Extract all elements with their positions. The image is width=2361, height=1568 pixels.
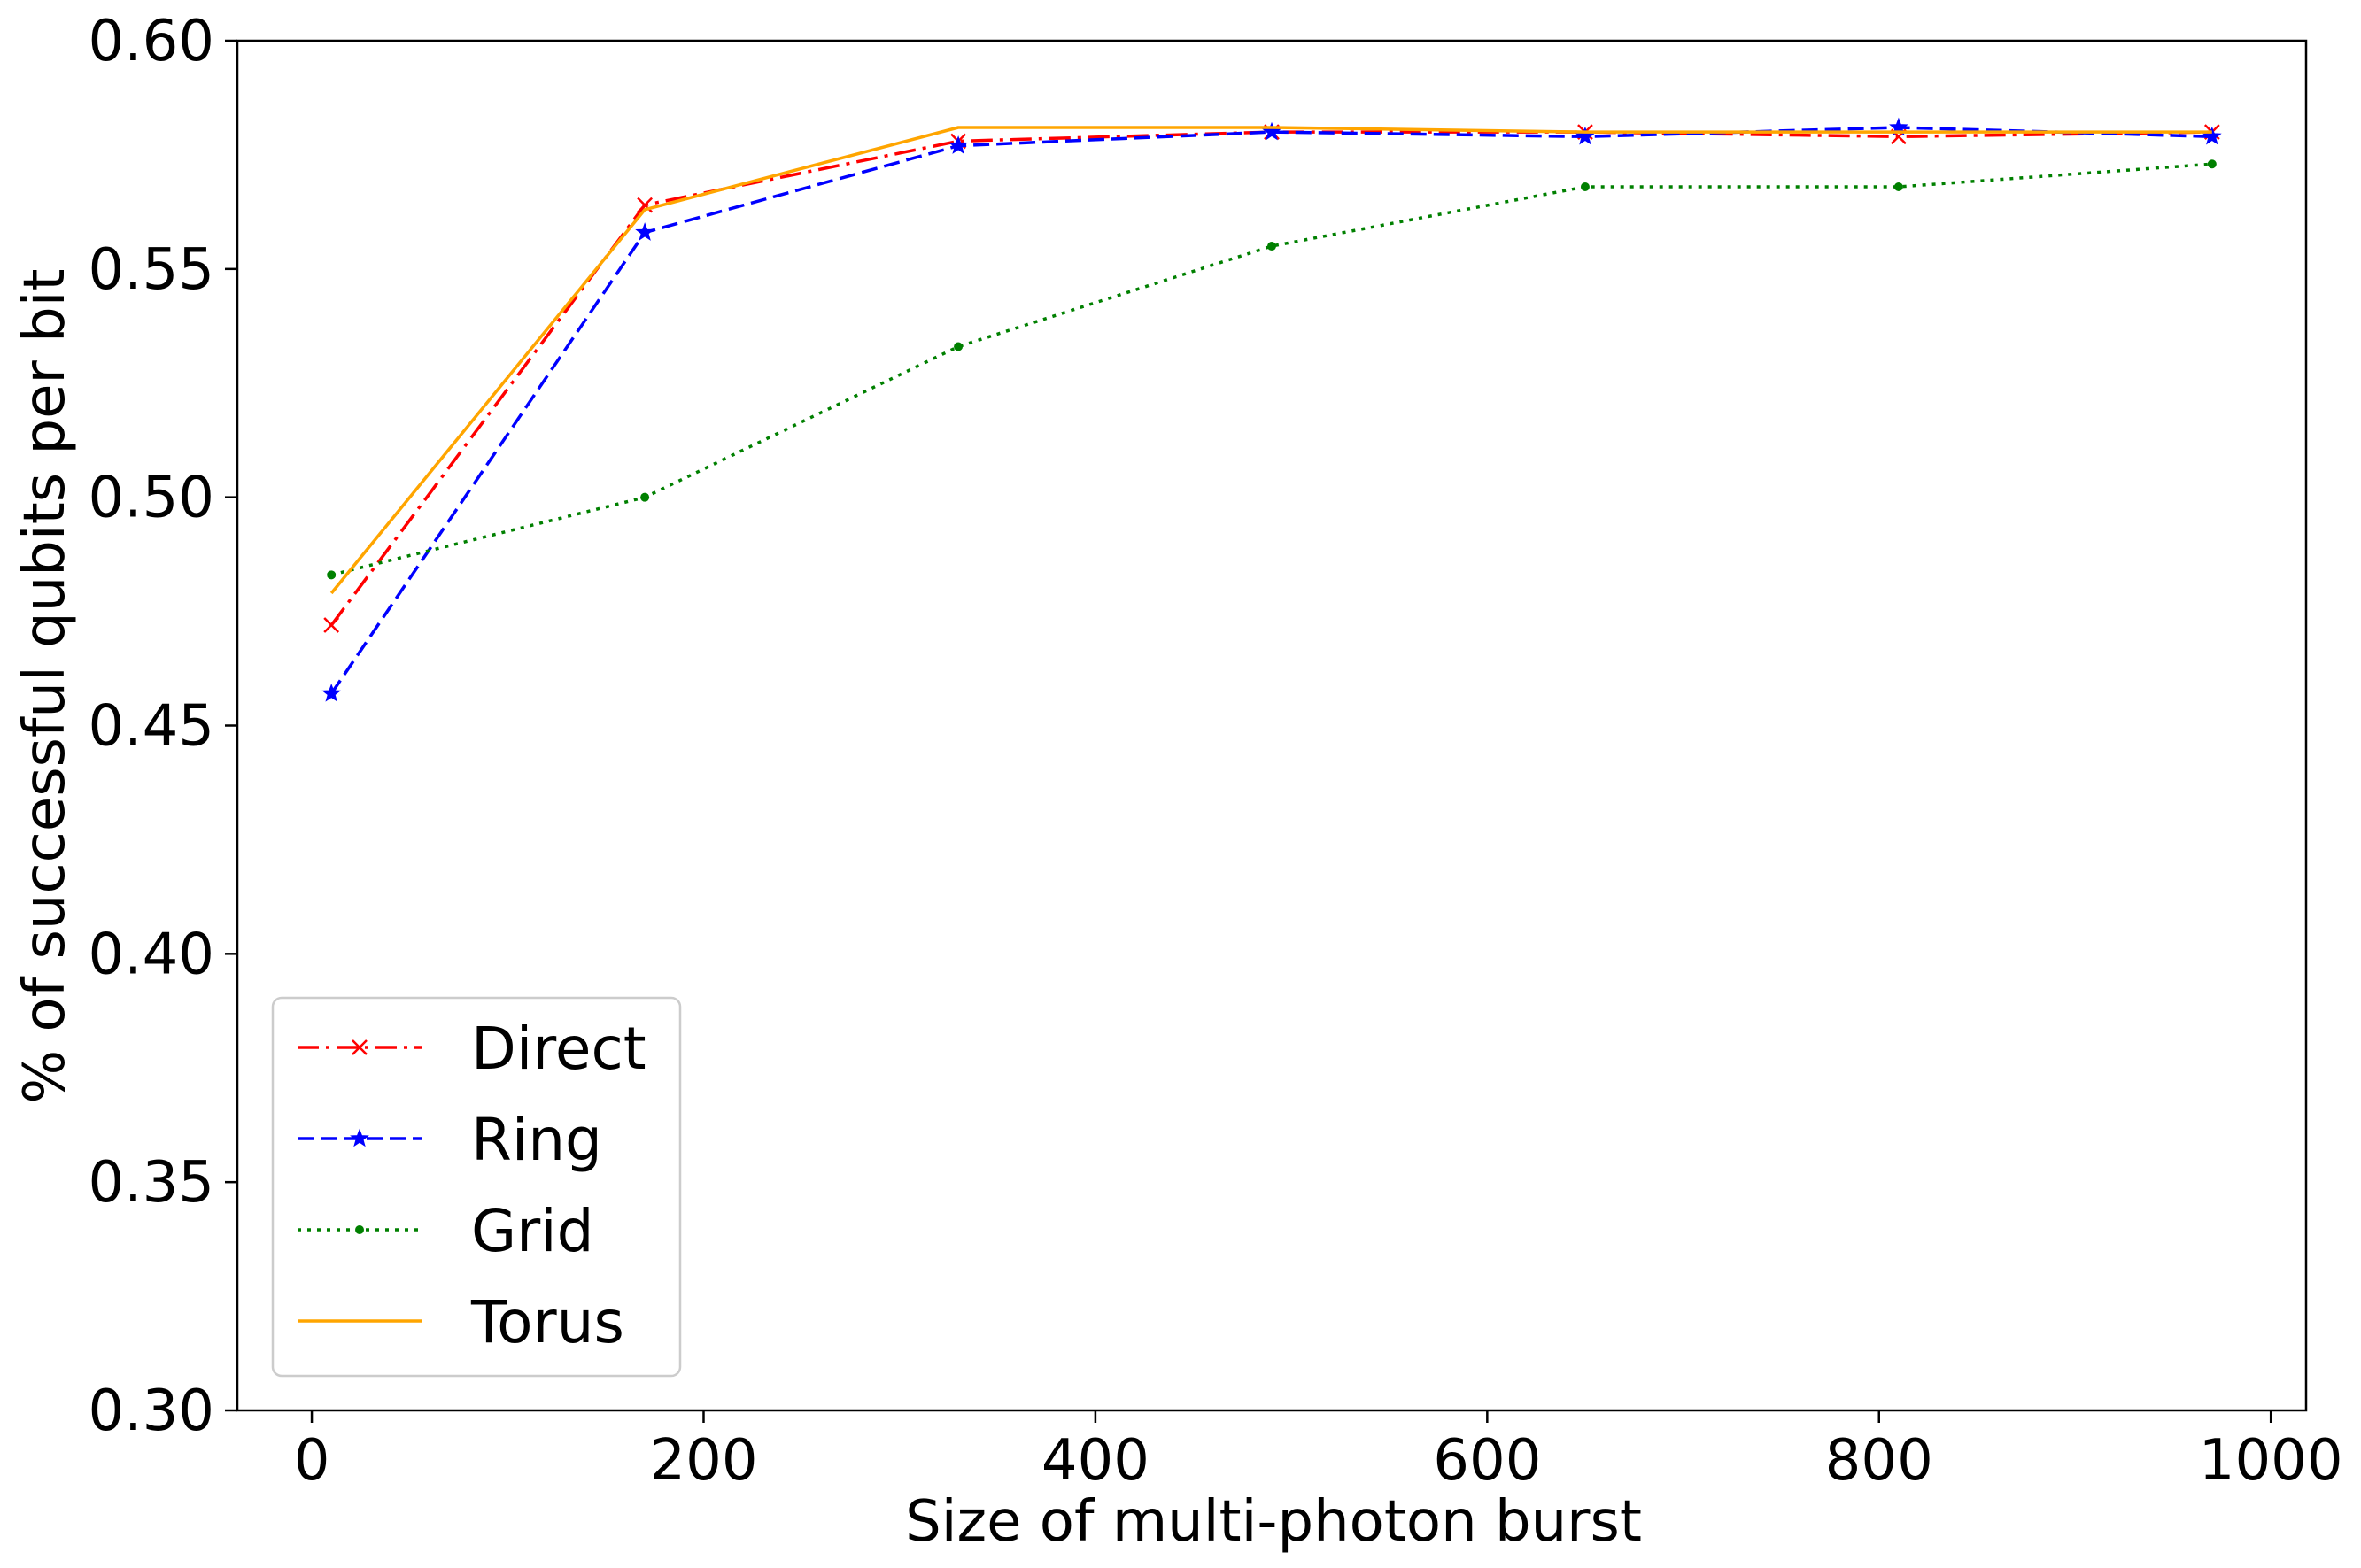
- y-tick-label: 0.30: [89, 1379, 215, 1444]
- x-tick-label: 200: [649, 1428, 757, 1494]
- legend-item-torus: Torus: [298, 1288, 624, 1356]
- data-point: [1267, 242, 1276, 251]
- legend-label: Direct: [471, 1015, 646, 1083]
- marker-x-stroke: [352, 1039, 368, 1055]
- x-axis: 0 200 400 600 800 1000: [294, 1410, 2343, 1494]
- y-tick-label: 0.55: [89, 237, 215, 303]
- y-tick-label: 0.40: [89, 922, 215, 987]
- data-point: [948, 135, 968, 154]
- legend-marker: [350, 1128, 369, 1147]
- data-point: [2202, 126, 2222, 145]
- data-point: [640, 492, 650, 502]
- legend-marker: [355, 1225, 364, 1234]
- series-ring: [321, 117, 2222, 702]
- series-line: [329, 126, 2212, 595]
- data-point: [327, 570, 337, 580]
- legend-label: Torus: [470, 1288, 624, 1356]
- data-point: [321, 683, 342, 702]
- data-point: [1262, 121, 1281, 141]
- data-point: [635, 222, 654, 241]
- x-tick-label: 1000: [2199, 1428, 2343, 1494]
- data-point: [1893, 182, 1903, 192]
- series-torus: [329, 126, 2212, 595]
- legend-box: [271, 996, 682, 1378]
- data-point: [2207, 159, 2217, 169]
- x-tick-label: 400: [1041, 1428, 1150, 1494]
- x-tick-label: 600: [1433, 1428, 1541, 1494]
- marker-x-stroke: [323, 617, 340, 633]
- y-tick-label: 0.50: [89, 466, 215, 531]
- y-axis-title: % of successful qubits per bit: [12, 268, 78, 1103]
- data-point: [954, 342, 964, 351]
- x-axis-title: Size of multi-photon burst: [905, 1489, 1642, 1555]
- legend-item-ring: Ring: [298, 1106, 602, 1174]
- y-tick-label: 0.45: [89, 694, 215, 760]
- marker-x-stroke: [637, 197, 654, 213]
- legend-item-direct: Direct: [298, 1015, 646, 1083]
- data-point: [1580, 182, 1590, 192]
- y-axis: 0.30 0.35 0.40 0.45 0.50 0.55 0.60: [89, 9, 237, 1444]
- legend: Direct Ring Grid Torus: [271, 996, 682, 1378]
- legend-item-grid: Grid: [298, 1197, 594, 1265]
- plot-area: [321, 117, 2222, 702]
- x-tick-label: 0: [294, 1428, 330, 1494]
- legend-marker: [352, 1039, 368, 1055]
- legend-label: Ring: [471, 1106, 602, 1174]
- legend-label: Grid: [471, 1197, 594, 1265]
- series-grid: [327, 159, 2217, 580]
- y-tick-label: 0.60: [89, 9, 215, 74]
- x-tick-label: 800: [1825, 1428, 1933, 1494]
- y-tick-label: 0.35: [89, 1150, 215, 1216]
- data-point: [1575, 126, 1595, 145]
- data-point: [323, 617, 340, 633]
